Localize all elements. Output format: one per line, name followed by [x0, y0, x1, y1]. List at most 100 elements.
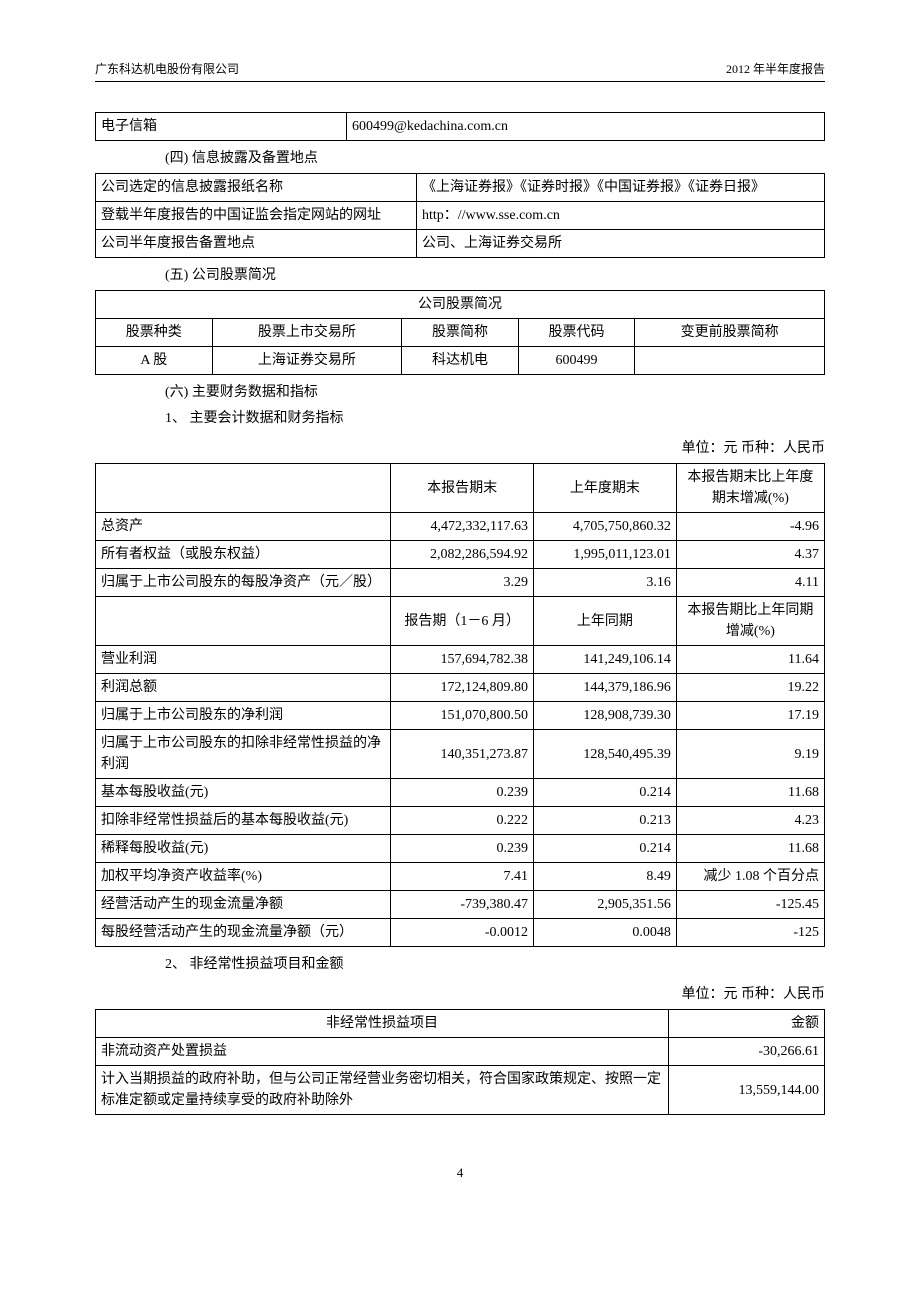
- table-row: 经营活动产生的现金流量净额 -739,380.47 2,905,351.56 -…: [96, 891, 825, 919]
- table-header-row: 非经常性损益项目 金额: [96, 1010, 825, 1038]
- col-header: 非经常性损益项目: [96, 1010, 669, 1038]
- cell: 减少 1.08 个百分点: [676, 863, 824, 891]
- cell: 7.41: [391, 863, 534, 891]
- cell: 0.222: [391, 807, 534, 835]
- col-header: 股票上市交易所: [212, 319, 402, 347]
- row-label: 利润总额: [96, 674, 391, 702]
- disc-value: 公司、上海证券交易所: [417, 230, 825, 258]
- cell: -0.0012: [391, 919, 534, 947]
- cell: 0.214: [534, 835, 677, 863]
- cell: 17.19: [676, 702, 824, 730]
- section5-title: (五) 公司股票简况: [165, 264, 825, 284]
- row-label: 归属于上市公司股东的扣除非经常性损益的净利润: [96, 730, 391, 779]
- cell: 141,249,106.14: [534, 646, 677, 674]
- cell: 128,908,739.30: [534, 702, 677, 730]
- col-header: 上年度期末: [534, 464, 677, 513]
- disc-value: http：//www.sse.com.cn: [417, 202, 825, 230]
- table-row: 所有者权益（或股东权益） 2,082,286,594.92 1,995,011,…: [96, 541, 825, 569]
- table-row: 公司半年度报告备置地点 公司、上海证券交易所: [96, 230, 825, 258]
- col-header: [96, 464, 391, 513]
- table-row: 总资产 4,472,332,117.63 4,705,750,860.32 -4…: [96, 513, 825, 541]
- col-header: 本报告期末比上年度期末增减(%): [676, 464, 824, 513]
- table-header-row: 股票种类 股票上市交易所 股票简称 股票代码 变更前股票简称: [96, 319, 825, 347]
- cell: 科达机电: [402, 347, 519, 375]
- cell: 上海证券交易所: [212, 347, 402, 375]
- cell: -125: [676, 919, 824, 947]
- cell: 0.214: [534, 779, 677, 807]
- cell: -125.45: [676, 891, 824, 919]
- disc-label: 公司选定的信息披露报纸名称: [96, 174, 417, 202]
- cell: 4.37: [676, 541, 824, 569]
- col-header: [96, 597, 391, 646]
- unit-label2: 单位：元 币种：人民币: [95, 983, 825, 1003]
- cell: 8.49: [534, 863, 677, 891]
- table-row: A 股 上海证券交易所 科达机电 600499: [96, 347, 825, 375]
- financial-table: 本报告期末 上年度期末 本报告期末比上年度期末增减(%) 总资产 4,472,3…: [95, 463, 825, 947]
- table-row: 计入当期损益的政府补助，但与公司正常经营业务密切相关，符合国家政策规定、按照一定…: [96, 1066, 825, 1115]
- row-label: 每股经营活动产生的现金流量净额（元）: [96, 919, 391, 947]
- table-row: 归属于上市公司股东的净利润 151,070,800.50 128,908,739…: [96, 702, 825, 730]
- cell: 151,070,800.50: [391, 702, 534, 730]
- row-label: 归属于上市公司股东的每股净资产（元／股）: [96, 569, 391, 597]
- table-row: 公司选定的信息披露报纸名称 《上海证券报》《证券时报》《中国证券报》《证券日报》: [96, 174, 825, 202]
- row-label: 经营活动产生的现金流量净额: [96, 891, 391, 919]
- cell: 4,705,750,860.32: [534, 513, 677, 541]
- section6-title: (六) 主要财务数据和指标: [165, 381, 825, 401]
- table-row: 稀释每股收益(元) 0.239 0.214 11.68: [96, 835, 825, 863]
- table-row: 基本每股收益(元) 0.239 0.214 11.68: [96, 779, 825, 807]
- cell: 11.68: [676, 779, 824, 807]
- cell: 144,379,186.96: [534, 674, 677, 702]
- col-header: 变更前股票简称: [635, 319, 825, 347]
- stock-table: 公司股票简况 股票种类 股票上市交易所 股票简称 股票代码 变更前股票简称 A …: [95, 290, 825, 375]
- cell: -739,380.47: [391, 891, 534, 919]
- stock-table-title: 公司股票简况: [96, 291, 825, 319]
- cell: 2,082,286,594.92: [391, 541, 534, 569]
- email-label: 电子信箱: [96, 113, 347, 141]
- cell: 3.16: [534, 569, 677, 597]
- row-label: 基本每股收益(元): [96, 779, 391, 807]
- cell: 4.23: [676, 807, 824, 835]
- table-row: 登载半年度报告的中国证监会指定网站的网址 http：//www.sse.com.…: [96, 202, 825, 230]
- table-header-row: 报告期（1－6 月） 上年同期 本报告期比上年同期增减(%): [96, 597, 825, 646]
- col-header: 金额: [669, 1010, 825, 1038]
- col-header: 本报告期比上年同期增减(%): [676, 597, 824, 646]
- cell: 128,540,495.39: [534, 730, 677, 779]
- cell: 11.64: [676, 646, 824, 674]
- row-label: 加权平均净资产收益率(%): [96, 863, 391, 891]
- cell: 3.29: [391, 569, 534, 597]
- table-row: 每股经营活动产生的现金流量净额（元） -0.0012 0.0048 -125: [96, 919, 825, 947]
- table-header-row: 本报告期末 上年度期末 本报告期末比上年度期末增减(%): [96, 464, 825, 513]
- header-report: 2012 年半年度报告: [726, 60, 825, 77]
- cell: 140,351,273.87: [391, 730, 534, 779]
- cell: 19.22: [676, 674, 824, 702]
- table-row: 营业利润 157,694,782.38 141,249,106.14 11.64: [96, 646, 825, 674]
- disclosure-table: 公司选定的信息披露报纸名称 《上海证券报》《证券时报》《中国证券报》《证券日报》…: [95, 173, 825, 258]
- table-row: 扣除非经常性损益后的基本每股收益(元) 0.222 0.213 4.23: [96, 807, 825, 835]
- section6-sub2: 2、 非经常性损益项目和金额: [165, 953, 825, 973]
- cell: 0.239: [391, 779, 534, 807]
- table-row: 加权平均净资产收益率(%) 7.41 8.49 减少 1.08 个百分点: [96, 863, 825, 891]
- email-value: 600499@kedachina.com.cn: [347, 113, 825, 141]
- disc-label: 登载半年度报告的中国证监会指定网站的网址: [96, 202, 417, 230]
- nonrecurring-table: 非经常性损益项目 金额 非流动资产处置损益 -30,266.61 计入当期损益的…: [95, 1009, 825, 1115]
- cell: 0.0048: [534, 919, 677, 947]
- cell: 0.213: [534, 807, 677, 835]
- cell: 11.68: [676, 835, 824, 863]
- page-number: 4: [95, 1165, 825, 1181]
- row-label: 扣除非经常性损益后的基本每股收益(元): [96, 807, 391, 835]
- cell: 600499: [518, 347, 635, 375]
- col-header: 股票种类: [96, 319, 213, 347]
- col-header: 股票代码: [518, 319, 635, 347]
- cell: 157,694,782.38: [391, 646, 534, 674]
- disc-label: 公司半年度报告备置地点: [96, 230, 417, 258]
- email-table: 电子信箱 600499@kedachina.com.cn: [95, 112, 825, 141]
- cell: 9.19: [676, 730, 824, 779]
- disc-value: 《上海证券报》《证券时报》《中国证券报》《证券日报》: [417, 174, 825, 202]
- row-label: 总资产: [96, 513, 391, 541]
- page-header: 广东科达机电股份有限公司 2012 年半年度报告: [95, 60, 825, 82]
- col-header: 股票简称: [402, 319, 519, 347]
- table-row: 归属于上市公司股东的扣除非经常性损益的净利润 140,351,273.87 12…: [96, 730, 825, 779]
- row-label: 稀释每股收益(元): [96, 835, 391, 863]
- cell: 4.11: [676, 569, 824, 597]
- unit-label: 单位：元 币种：人民币: [95, 437, 825, 457]
